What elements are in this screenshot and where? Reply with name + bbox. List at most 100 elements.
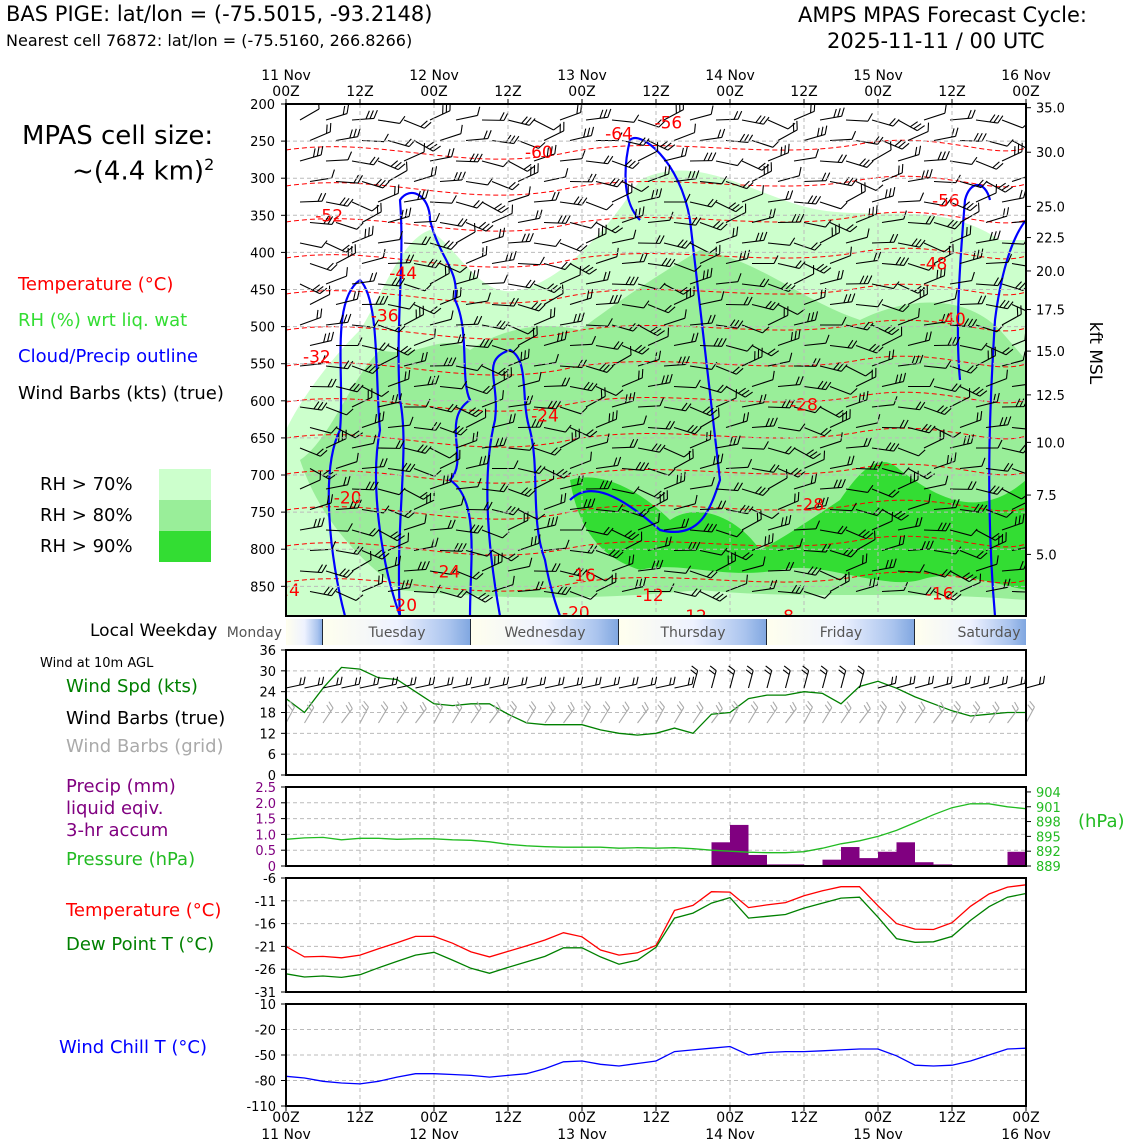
wind-barb-grid [1007, 701, 1019, 724]
wind-barb [741, 486, 770, 496]
wind-barb [985, 508, 1014, 518]
xs-ytick-label: 300 [250, 172, 275, 187]
wind-barb [413, 166, 438, 183]
wind-barb [699, 128, 726, 142]
temperature-contour [286, 355, 1026, 376]
wind-barb [959, 549, 988, 560]
wind-barb [507, 487, 536, 498]
wind-barb [715, 110, 743, 121]
wind-barb [923, 266, 946, 285]
wind-barb [897, 308, 920, 326]
wind-barb [985, 462, 1014, 472]
wind-barb [689, 570, 718, 579]
wind-barb [309, 215, 338, 225]
wind-barb-true [581, 676, 602, 689]
wind-barb [439, 449, 461, 469]
wind-barb-true [396, 676, 417, 689]
wind-barb [387, 416, 414, 429]
bottom-xtick-label: 00Z [420, 1110, 447, 1126]
wind-barb [829, 385, 858, 395]
wind-barb [855, 530, 876, 551]
wind-barb [491, 204, 514, 224]
wind-barb-grid [396, 701, 408, 724]
top-xtick-label: 00Z [420, 84, 447, 100]
wind-barb [465, 130, 492, 142]
wind-barb [559, 312, 585, 326]
pressure-tick-label: 889 [1036, 860, 1061, 875]
wind-barb-grid [970, 701, 981, 724]
wind-barb-true [600, 676, 621, 689]
legend-rh70: RH > 70% [40, 474, 133, 495]
wind-barb [351, 388, 373, 408]
wind-barb [767, 190, 794, 203]
wind-barb [689, 152, 717, 162]
xs-ytick-label: 800 [250, 543, 275, 558]
temp-contour-label: -64 [605, 125, 633, 145]
legend-temperature: Temperature (°C) [18, 274, 174, 295]
wind-barb [673, 588, 702, 597]
wind-barb [949, 109, 976, 121]
temperature-contour [286, 463, 1026, 484]
wind-barb [465, 501, 493, 511]
wind-barb [959, 132, 987, 142]
ytick-label: 36 [259, 644, 276, 659]
temp-contour-label: -20 [562, 603, 590, 623]
wind-barb [715, 435, 741, 449]
wind-barb [543, 377, 571, 388]
wind-barb [803, 543, 831, 553]
wind-barb [985, 181, 1013, 193]
wind-barb [741, 556, 766, 572]
wind-barb [647, 490, 668, 510]
wind-barb [465, 292, 491, 306]
bottom-xtick-label: 00Z [272, 1110, 299, 1126]
wind-barb [413, 584, 441, 594]
top-xtick-label: 12Z [494, 84, 521, 100]
wind-barb [455, 153, 483, 163]
wind-barb [621, 344, 650, 355]
wind-barb [507, 186, 531, 203]
wind-barb [533, 144, 557, 162]
bottom-xtick-label: 00Z [568, 1110, 595, 1126]
wind-barb [439, 124, 463, 142]
wind-barb [741, 115, 770, 125]
wind-barb [1001, 305, 1022, 326]
ytick-label: 0.5 [255, 844, 276, 859]
wind-barb [819, 154, 847, 164]
wind-barb [1001, 236, 1026, 245]
wind-barb [647, 303, 676, 314]
wind-barb [517, 371, 542, 388]
wind-barb [1011, 262, 1026, 268]
wind-barb [559, 150, 586, 162]
wind-barb [923, 522, 951, 532]
wind-barb [533, 447, 562, 456]
wind-barb [403, 305, 424, 326]
weekday-label: Friday [820, 625, 862, 641]
wind-barb [439, 333, 466, 347]
wind-barb [647, 211, 674, 224]
wind-barb [871, 187, 896, 203]
wind-barb [975, 485, 1004, 495]
wind-barb [596, 132, 623, 142]
wind-barb-true [856, 665, 865, 689]
wind-barb [725, 203, 747, 223]
ytick-label: -50 [255, 1049, 276, 1064]
wind-barb-grid [840, 701, 852, 724]
ytick-label: 6 [268, 748, 276, 763]
wind-panel: 0 6 12 18 24 30 36 [259, 644, 1046, 784]
top-date-label: 14 Nov [705, 68, 755, 84]
ytick-label: 2.5 [255, 781, 276, 796]
wind-barb [299, 355, 326, 367]
pressure-tick-label: 901 [1036, 801, 1061, 816]
precip-bar [711, 842, 730, 866]
wind-barb [559, 196, 588, 206]
wind-barb-true [745, 665, 754, 689]
wind-barb [429, 519, 456, 531]
bottom-date-label: 14 Nov [705, 1127, 755, 1140]
wind-barb [387, 161, 408, 182]
wind-barb [741, 394, 767, 408]
wind-barb [1011, 213, 1026, 224]
wind-barb [975, 230, 1001, 244]
wind-barb [507, 348, 530, 367]
wind-barb [585, 224, 607, 244]
pressure-unit-label: (hPa) [1078, 811, 1125, 832]
